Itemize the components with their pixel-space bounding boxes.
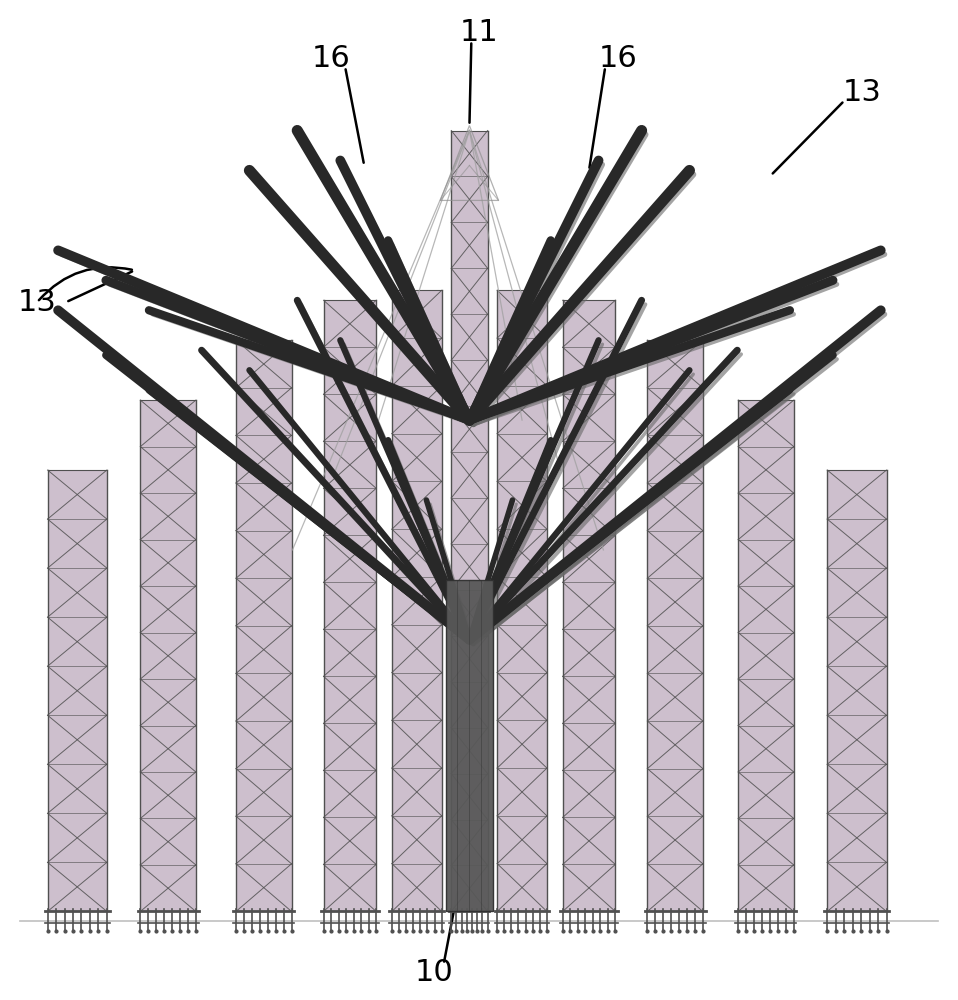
Bar — [445, 580, 493, 911]
Text: 13: 13 — [842, 78, 881, 107]
Bar — [392, 290, 442, 911]
Bar — [48, 470, 107, 911]
Bar — [236, 340, 291, 911]
Bar — [648, 340, 703, 911]
Text: 16: 16 — [599, 44, 637, 73]
Text: 16: 16 — [311, 44, 350, 73]
Bar — [739, 400, 794, 911]
Bar — [497, 290, 547, 911]
Bar — [562, 300, 615, 911]
Text: 13: 13 — [17, 288, 57, 317]
Bar — [827, 470, 886, 911]
Bar — [451, 131, 488, 911]
Bar — [141, 400, 195, 911]
Text: 10: 10 — [415, 958, 453, 987]
Bar — [324, 300, 376, 911]
Text: 11: 11 — [460, 18, 498, 47]
